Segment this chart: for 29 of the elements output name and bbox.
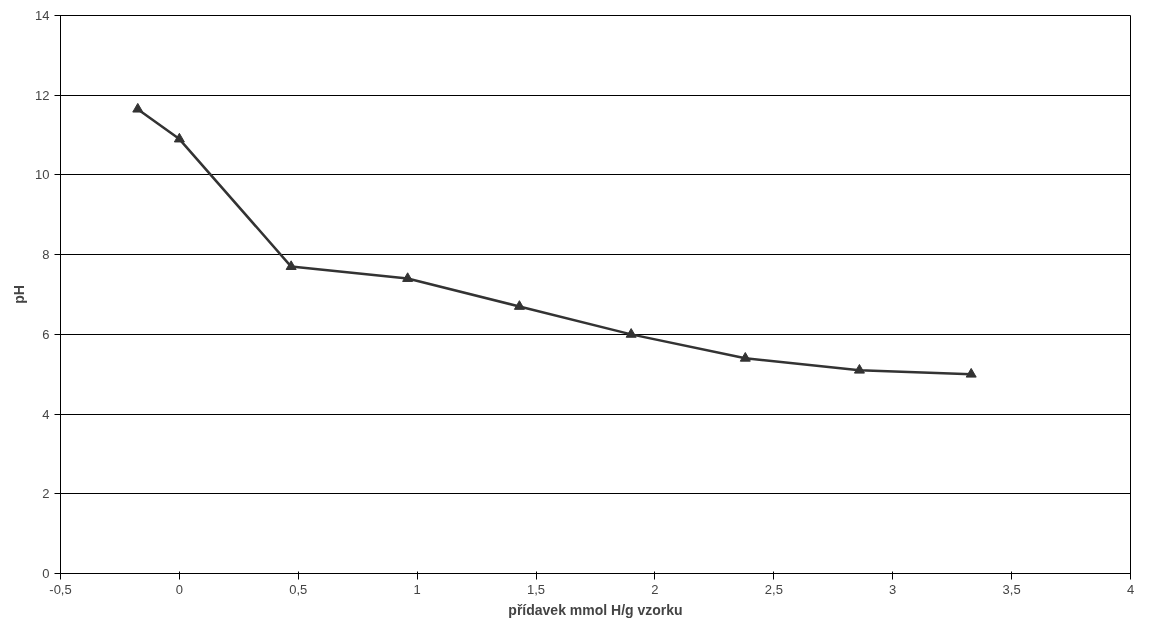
x-tick-label: 3,5 [1002, 581, 1021, 597]
y-tick-label: 0 [42, 566, 50, 581]
x-tick-label: -0,5 [49, 581, 72, 597]
point [513, 300, 525, 310]
point [853, 363, 865, 374]
point [739, 352, 751, 362]
y-tick-label: 10 [35, 167, 50, 183]
y-tick-label: 12 [35, 87, 50, 103]
point [402, 272, 414, 282]
point [625, 328, 637, 338]
y-tick-label: 8 [42, 247, 50, 263]
y-axis-title: pH [11, 285, 28, 304]
x-tick-label: 1,5 [527, 581, 546, 597]
x-tick-label: 3 [889, 581, 897, 597]
y-tick-label: 6 [42, 326, 50, 342]
y-tick-label: 2 [42, 486, 50, 502]
y-tick-label: 14 [35, 8, 50, 23]
x-tick-label: 2,5 [764, 581, 783, 597]
point [285, 260, 297, 270]
x-tick-label: 4 [1126, 581, 1135, 597]
point [965, 367, 977, 378]
x-tick-label: 0 [175, 581, 184, 597]
point [173, 132, 185, 143]
x-tick-label: 2 [651, 581, 659, 597]
x-axis-title: přídavek mmol H/g vzorku [508, 601, 683, 618]
x-tick-label: 0,5 [289, 581, 308, 597]
point [132, 102, 144, 113]
x-tick-label: 1 [413, 581, 421, 597]
y-tick-label: 4 [42, 406, 50, 422]
